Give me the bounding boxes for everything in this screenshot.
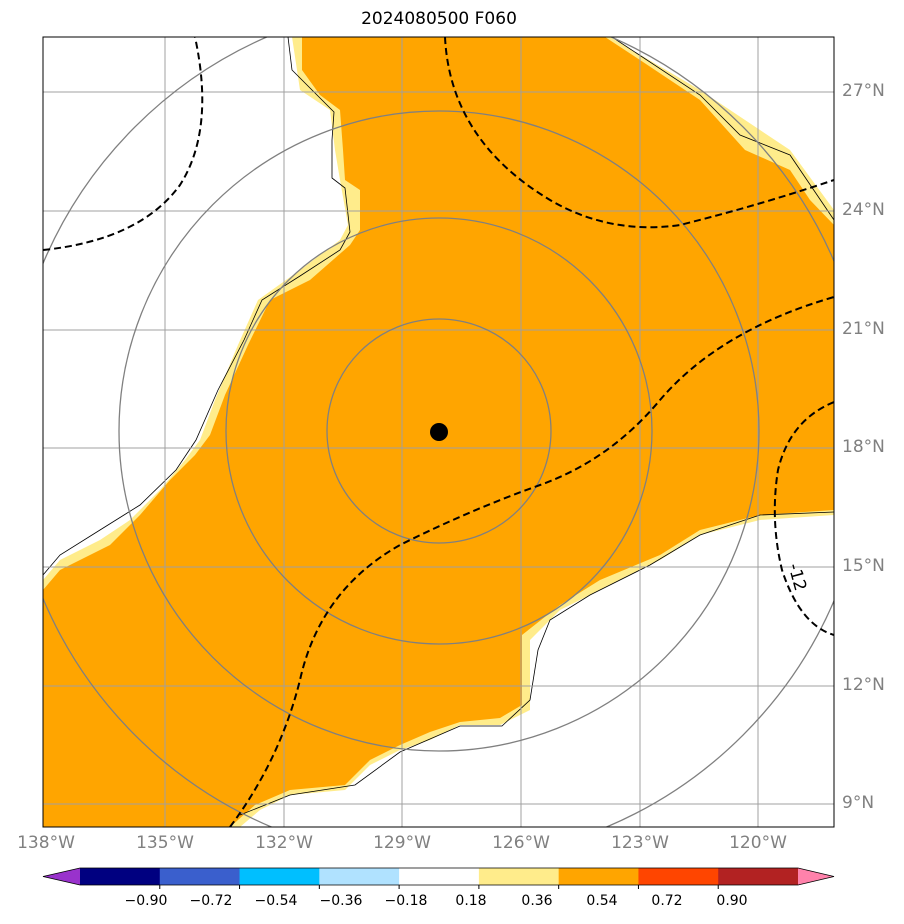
colorbar-swatch: [478, 868, 560, 885]
lon-label-129: 129°W: [373, 833, 431, 853]
colorbar-label: 0.72: [651, 893, 683, 909]
contour-ne: [444, 37, 834, 229]
lat-label-24: 24°N: [842, 200, 885, 220]
plot-frame: [42, 36, 835, 828]
contour-label: -12: [783, 561, 810, 593]
map-plot-area: -12: [43, 37, 834, 827]
colorbar-extend-high: [798, 868, 834, 885]
contour-central: [229, 296, 834, 827]
colorbar-label: −0.18: [384, 893, 428, 909]
colorbar: [42, 867, 835, 889]
map-title: 2024080500 F060: [361, 9, 517, 29]
zero-contour-east: [611, 37, 834, 221]
zero-contour: [43, 37, 351, 576]
colorbar-swatch: [80, 868, 161, 885]
lon-label-123: 123°W: [611, 833, 669, 853]
storm-center-marker: [430, 423, 448, 441]
colorbar-swatch: [319, 868, 400, 885]
lat-grid: [43, 91, 834, 805]
lon-label-138: 138°W: [17, 833, 75, 853]
lat-label-27: 27°N: [842, 81, 885, 101]
colorbar-label: −0.90: [124, 893, 168, 909]
colorbar-extend-low: [43, 868, 80, 885]
contour-se: [773, 401, 834, 636]
colorbar-label: 0.36: [521, 893, 553, 909]
colorbar-swatch: [638, 868, 719, 885]
lat-label-21: 21°N: [842, 319, 885, 339]
lon-grid: [164, 37, 759, 827]
lon-label-120: 120°W: [729, 833, 787, 853]
lat-label-12: 12°N: [842, 675, 885, 695]
colorbar-swatch: [399, 868, 480, 885]
range-rings: [43, 37, 834, 827]
dashed-contours: [43, 37, 834, 827]
lon-label-126: 126°W: [492, 833, 550, 853]
lon-label-132: 132°W: [255, 833, 313, 853]
colorbar-swatch: [558, 868, 639, 885]
lat-label-15: 15°N: [842, 556, 885, 576]
colorbar-swatch: [239, 868, 320, 885]
colorbar-label: 0.90: [716, 893, 748, 909]
contour-nw: [43, 37, 204, 251]
colorbar-label: 0.18: [455, 893, 487, 909]
range-ring-3: [118, 110, 760, 752]
range-ring-1: [326, 318, 552, 544]
range-ring-2: [225, 217, 653, 645]
lat-label-18: 18°N: [842, 437, 885, 457]
colorbar-label: −0.36: [319, 893, 363, 909]
lon-label-135: 135°W: [136, 833, 194, 853]
colorbar-outline: [42, 867, 835, 886]
lat-label-9: 9°N: [842, 793, 875, 813]
colorbar-swatch: [159, 868, 241, 885]
colorbar-swatch: [718, 868, 799, 885]
zero-contour-south: [239, 511, 834, 816]
colorbar-label: −0.72: [189, 893, 233, 909]
colorbar-label: 0.54: [586, 893, 618, 909]
colorbar-label: −0.54: [254, 893, 298, 909]
